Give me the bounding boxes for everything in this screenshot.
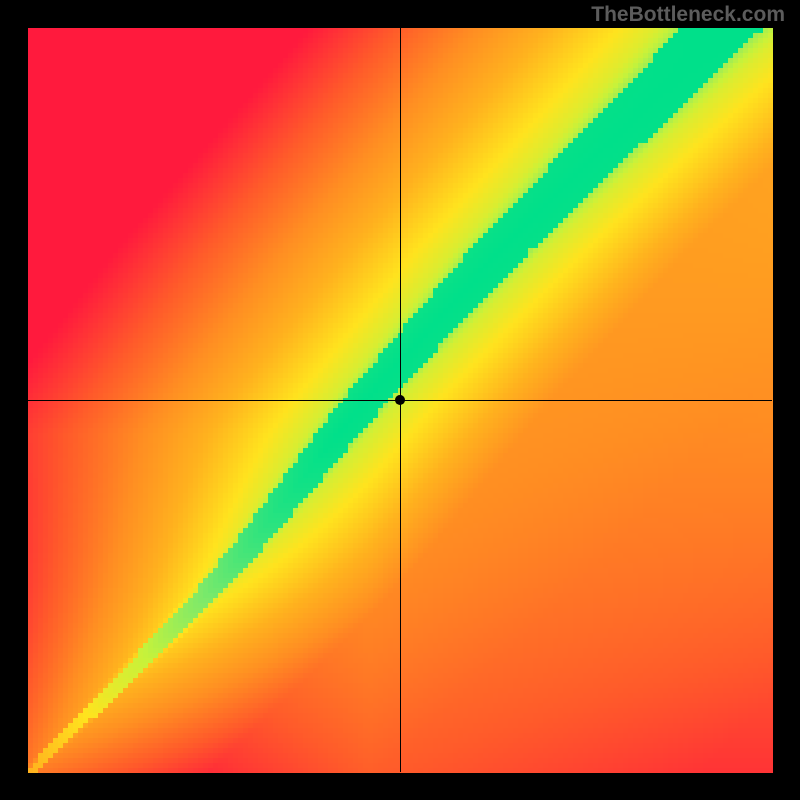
bottleneck-heatmap [0, 0, 800, 800]
chart-container: { "meta": { "watermark_text": "TheBottle… [0, 0, 800, 800]
watermark-text: TheBottleneck.com [591, 3, 785, 27]
